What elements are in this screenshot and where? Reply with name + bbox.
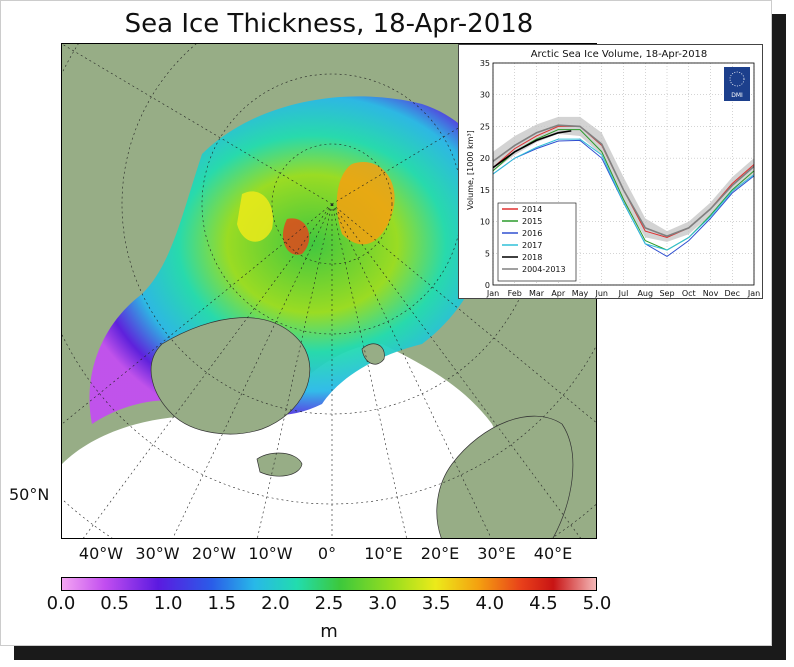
longitude-label: 10°E	[364, 544, 403, 563]
x-tick-label: Sep	[659, 289, 674, 298]
volume-chart-svg: Arctic Sea Ice Volume, 18-Apr-2018 Volum…	[466, 49, 760, 298]
chart-legend: 2014 2015 2016 2017 2018 2004-2013	[497, 202, 577, 282]
colorbar-tick-label: 2.0	[261, 593, 290, 614]
series-line-2004-2013	[492, 124, 755, 238]
y-tick-label: 20	[480, 154, 490, 163]
x-tick-labels: Jan Feb Mar Apr May Jun Jul Aug Sep Oct Nov Dec Jan	[486, 289, 760, 298]
x-tick-label: Apr	[551, 289, 566, 298]
legend-label: 2017	[522, 241, 542, 250]
scandinavia	[436, 415, 574, 538]
volume-inset-chart: Arctic Sea Ice Volume, 18-Apr-2018 Volum…	[458, 44, 763, 299]
longitude-label: 40°W	[78, 544, 124, 563]
map-svg	[62, 44, 596, 538]
x-tick-label: Mar	[529, 289, 545, 298]
x-tick-label: Dec	[725, 289, 740, 298]
y-tick-labels: 0 5 10 15 20 25 30 35	[480, 59, 490, 290]
latitude-label: 50°N	[9, 485, 50, 504]
thick-ice-patch	[336, 162, 395, 245]
longitude-label: 40°E	[533, 544, 573, 563]
dmi-logo: DMI	[724, 67, 750, 101]
colorbar-tick-label: 5.0	[582, 593, 612, 614]
x-tick-label: Aug	[637, 289, 653, 298]
legend-box	[497, 202, 577, 282]
chart-band	[493, 116, 754, 242]
x-tick-label: Nov	[703, 289, 719, 298]
y-axis-label: Volume, [1000 km³]	[466, 130, 475, 210]
longitude-label: 30°W	[135, 544, 180, 563]
colorbar-tick-label: 0.5	[100, 593, 129, 614]
y-tick-label: 35	[480, 59, 490, 68]
svalbard	[361, 343, 385, 365]
series-line-2017	[492, 138, 755, 251]
legend-label: 2018	[522, 253, 542, 262]
y-tick-label: 10	[480, 218, 490, 227]
longitude-label: 0°	[317, 544, 337, 563]
colorbar-tick-label: 3.5	[421, 593, 451, 614]
thick-ice-patch	[282, 218, 310, 255]
longitude-label: 20°W	[191, 544, 237, 563]
figure-frame: Sea Ice Thickness, 18-Apr-2018	[0, 0, 772, 646]
colorbar-tick-label: 1.5	[207, 593, 237, 614]
logo-text: DMI	[731, 92, 743, 99]
greenland	[150, 317, 311, 435]
x-tick-label: Jan	[747, 289, 760, 298]
colorbar-tick-label: 4.0	[475, 593, 505, 614]
y-tick-label: 30	[480, 91, 490, 100]
longitude-label: 30°E	[477, 544, 516, 563]
legend-label: 2015	[522, 217, 542, 226]
colorbar-tick-label: 2.5	[314, 593, 344, 614]
x-tick-label: Jun	[595, 289, 609, 298]
y-tick-label: 25	[480, 122, 490, 131]
colorbar	[61, 577, 597, 591]
y-tick-label: 0	[485, 281, 490, 290]
band-2004-2013	[493, 116, 754, 242]
x-tick-label: May	[572, 289, 589, 298]
thick-ice-patch	[237, 191, 273, 242]
chart-lines	[492, 124, 755, 258]
legend-label: 2016	[522, 229, 542, 238]
colorbar-tick-label: 3.0	[368, 593, 397, 614]
open-water	[62, 344, 541, 538]
x-tick-label: Jan	[486, 289, 499, 298]
iceland	[256, 452, 303, 477]
legend-label: 2004-2013	[522, 265, 566, 274]
x-tick-label: Jul	[618, 289, 629, 298]
plot-area-border	[492, 62, 755, 286]
x-tick-label: Feb	[508, 289, 522, 298]
series-line-2015	[492, 129, 755, 251]
page-title: Sea Ice Thickness, 18-Apr-2018	[124, 9, 534, 39]
colorbar-tick-label: 4.5	[529, 593, 558, 614]
series-line-2018	[492, 130, 572, 169]
legend-label: 2014	[522, 205, 542, 214]
longitude-label: 20°E	[420, 544, 460, 563]
longitude-label: 10°W	[248, 544, 293, 563]
y-tick-label: 5	[485, 249, 490, 258]
y-tick-label: 15	[480, 186, 490, 195]
colorbar-tick-label: 0.0	[46, 593, 76, 614]
colorbar-unit: m	[320, 621, 338, 642]
chart-title: Arctic Sea Ice Volume, 18-Apr-2018	[531, 49, 708, 60]
colorbar-tick-label: 1.0	[153, 593, 183, 614]
x-tick-label: Oct	[682, 289, 696, 298]
